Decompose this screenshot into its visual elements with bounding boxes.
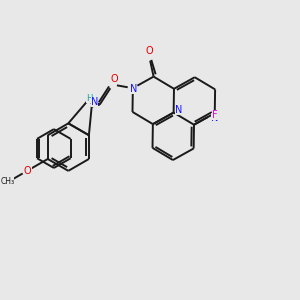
Text: O: O bbox=[146, 46, 153, 56]
Text: CH₃: CH₃ bbox=[0, 177, 14, 186]
Text: N: N bbox=[211, 113, 218, 123]
Text: N: N bbox=[130, 84, 137, 94]
Text: O: O bbox=[24, 167, 32, 176]
Text: F: F bbox=[212, 110, 218, 120]
Text: N: N bbox=[175, 105, 182, 115]
Text: H: H bbox=[86, 94, 92, 103]
Text: O: O bbox=[110, 74, 118, 84]
Text: N: N bbox=[91, 97, 98, 107]
